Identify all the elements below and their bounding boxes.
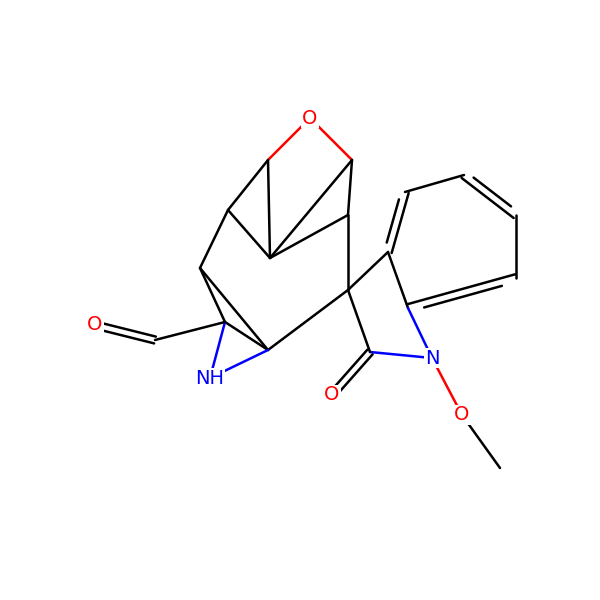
Text: O: O bbox=[325, 385, 340, 404]
Text: O: O bbox=[302, 109, 317, 127]
Text: O: O bbox=[88, 316, 103, 335]
Text: NH: NH bbox=[196, 368, 224, 388]
Text: N: N bbox=[425, 349, 439, 367]
Text: O: O bbox=[454, 406, 470, 425]
